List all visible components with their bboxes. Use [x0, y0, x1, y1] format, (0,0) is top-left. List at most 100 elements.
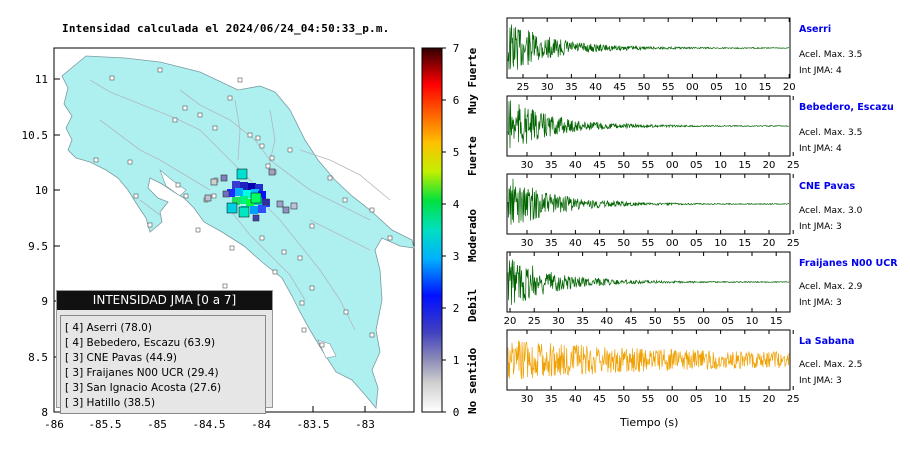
station-markers: [93, 67, 393, 348]
station-marker: [247, 132, 253, 138]
waveform-accel: Acel. Max. 3.5: [799, 128, 863, 138]
intensity-cell: [232, 197, 240, 205]
waveform-trace: [507, 340, 790, 380]
time-tick-label: 05: [721, 316, 734, 327]
lat-tick-label: 8: [41, 406, 48, 419]
station-marker: [265, 163, 271, 169]
intensity-cell: [240, 196, 248, 204]
time-tick-label: 50: [638, 82, 651, 93]
station-intensity-marker: [252, 214, 260, 222]
time-tick-label: 55: [673, 316, 686, 327]
time-tick-label: 45: [593, 394, 606, 405]
time-tick-label: 00: [697, 316, 710, 327]
station-marker: [212, 125, 218, 131]
station-marker: [369, 332, 375, 338]
station-marker: [342, 197, 348, 203]
station-marker: [269, 155, 275, 161]
legend-entry: [ 3] Fraijanes N00 UCR (29.4): [65, 367, 219, 379]
station-marker: [297, 255, 303, 261]
time-tick-label: 10: [714, 238, 727, 249]
time-tick-label: 55: [662, 82, 675, 93]
station-intensity-marker: [236, 168, 248, 180]
map-axes: -86 -85.5 -85 -84.5 -84 -83.5 -83 8 8.5 9 9.5 10 10.…: [22, 73, 375, 431]
station-intensity-marker: [238, 206, 250, 218]
waveform-station-name: CNE Pavas: [799, 181, 856, 192]
time-tick-label: 50: [617, 238, 630, 249]
station-marker: [227, 95, 233, 101]
map-title: Intensidad calculada el 2024/06/24_04:50…: [62, 22, 390, 35]
waveform-jma: Int JMA: 3: [799, 298, 842, 308]
time-tick-label: 55: [642, 160, 655, 171]
time-tick-label: 00: [666, 160, 679, 171]
station-marker: [183, 193, 189, 199]
station-marker: [369, 207, 375, 213]
legend-entry: [ 4] Aserri (78.0): [65, 322, 152, 334]
waveform-accel: Acel. Max. 2.9: [799, 282, 863, 292]
station-marker: [343, 309, 349, 315]
time-tick-label: 20: [504, 316, 517, 327]
waveform-jma: Int JMA: 4: [799, 66, 842, 76]
waveform-station-name: Bebedero, Escazu: [799, 102, 894, 113]
time-tick-label: 45: [593, 160, 606, 171]
station-marker: [175, 182, 181, 188]
station-intensity-marker: [276, 200, 284, 208]
station-marker: [211, 193, 217, 199]
station-intensity-marker: [290, 202, 298, 210]
intensity-cluster: [204, 168, 298, 222]
time-tick-label: 50: [617, 160, 630, 171]
time-tick-label: 15: [738, 238, 751, 249]
station-marker: [133, 193, 139, 199]
time-tick-label: 50: [649, 316, 662, 327]
time-tick-label: 55: [642, 394, 655, 405]
lon-tick-label: -86: [44, 418, 64, 431]
time-tick-label: 10: [714, 394, 727, 405]
time-tick-label: 40: [600, 316, 613, 327]
time-tick-label: 00: [666, 238, 679, 249]
station-marker: [93, 157, 99, 163]
lon-tick-label: -85.5: [88, 418, 121, 431]
time-tick-label: 30: [552, 316, 565, 327]
time-tick-label: 05: [690, 160, 703, 171]
time-tick-label: 50: [617, 394, 630, 405]
legend-title: INTENSIDAD JMA [0 a 7]: [57, 291, 272, 310]
station-marker: [387, 235, 393, 241]
station-marker: [309, 223, 315, 229]
colorbar-tick-label: 6: [453, 94, 460, 107]
waveform-accel: Acel. Max. 3.5: [799, 50, 863, 60]
intensity-cell: [248, 183, 256, 191]
colorbar-category-fuerte: Fuerte: [466, 136, 479, 176]
waveform-trace: [507, 24, 790, 70]
intensity-cell: [255, 184, 263, 192]
time-tick-label: 30: [521, 394, 534, 405]
intensity-cell: [235, 188, 243, 196]
time-tick-label: 55: [642, 238, 655, 249]
station-marker: [147, 222, 153, 228]
lon-tick-label: -85: [147, 418, 167, 431]
station-marker: [195, 227, 201, 233]
time-tick-label: 15: [759, 82, 772, 93]
time-tick-label: 25: [787, 394, 800, 405]
time-tick-label: 40: [569, 394, 582, 405]
legend-entry: [ 3] CNE Pavas (44.9): [65, 352, 178, 364]
station-marker: [127, 159, 133, 165]
time-axis-title: Tiempo (s): [620, 416, 679, 429]
time-tick-label: 15: [738, 394, 751, 405]
intensity-cell: [232, 181, 240, 189]
time-tick-label: 05: [710, 82, 723, 93]
station-marker: [157, 67, 163, 73]
time-tick-label: 25: [787, 238, 800, 249]
time-tick-label: 25: [528, 316, 541, 327]
colorbar-tick-label: 3: [453, 250, 460, 263]
time-tick-label: 20: [763, 160, 776, 171]
time-tick-label: 05: [690, 394, 703, 405]
waveform-jma: Int JMA: 4: [799, 144, 842, 154]
legend-list: [ 4] Aserri (78.0) [ 4] Bebedero, Escazu…: [60, 315, 266, 414]
time-tick-label: 45: [625, 316, 638, 327]
intensity-cell: [240, 182, 248, 190]
time-tick-label: 40: [569, 238, 582, 249]
station-intensity-marker: [204, 194, 212, 202]
time-tick-label: 00: [666, 394, 679, 405]
station-marker: [299, 300, 305, 306]
time-tick-label: 20: [783, 82, 796, 93]
